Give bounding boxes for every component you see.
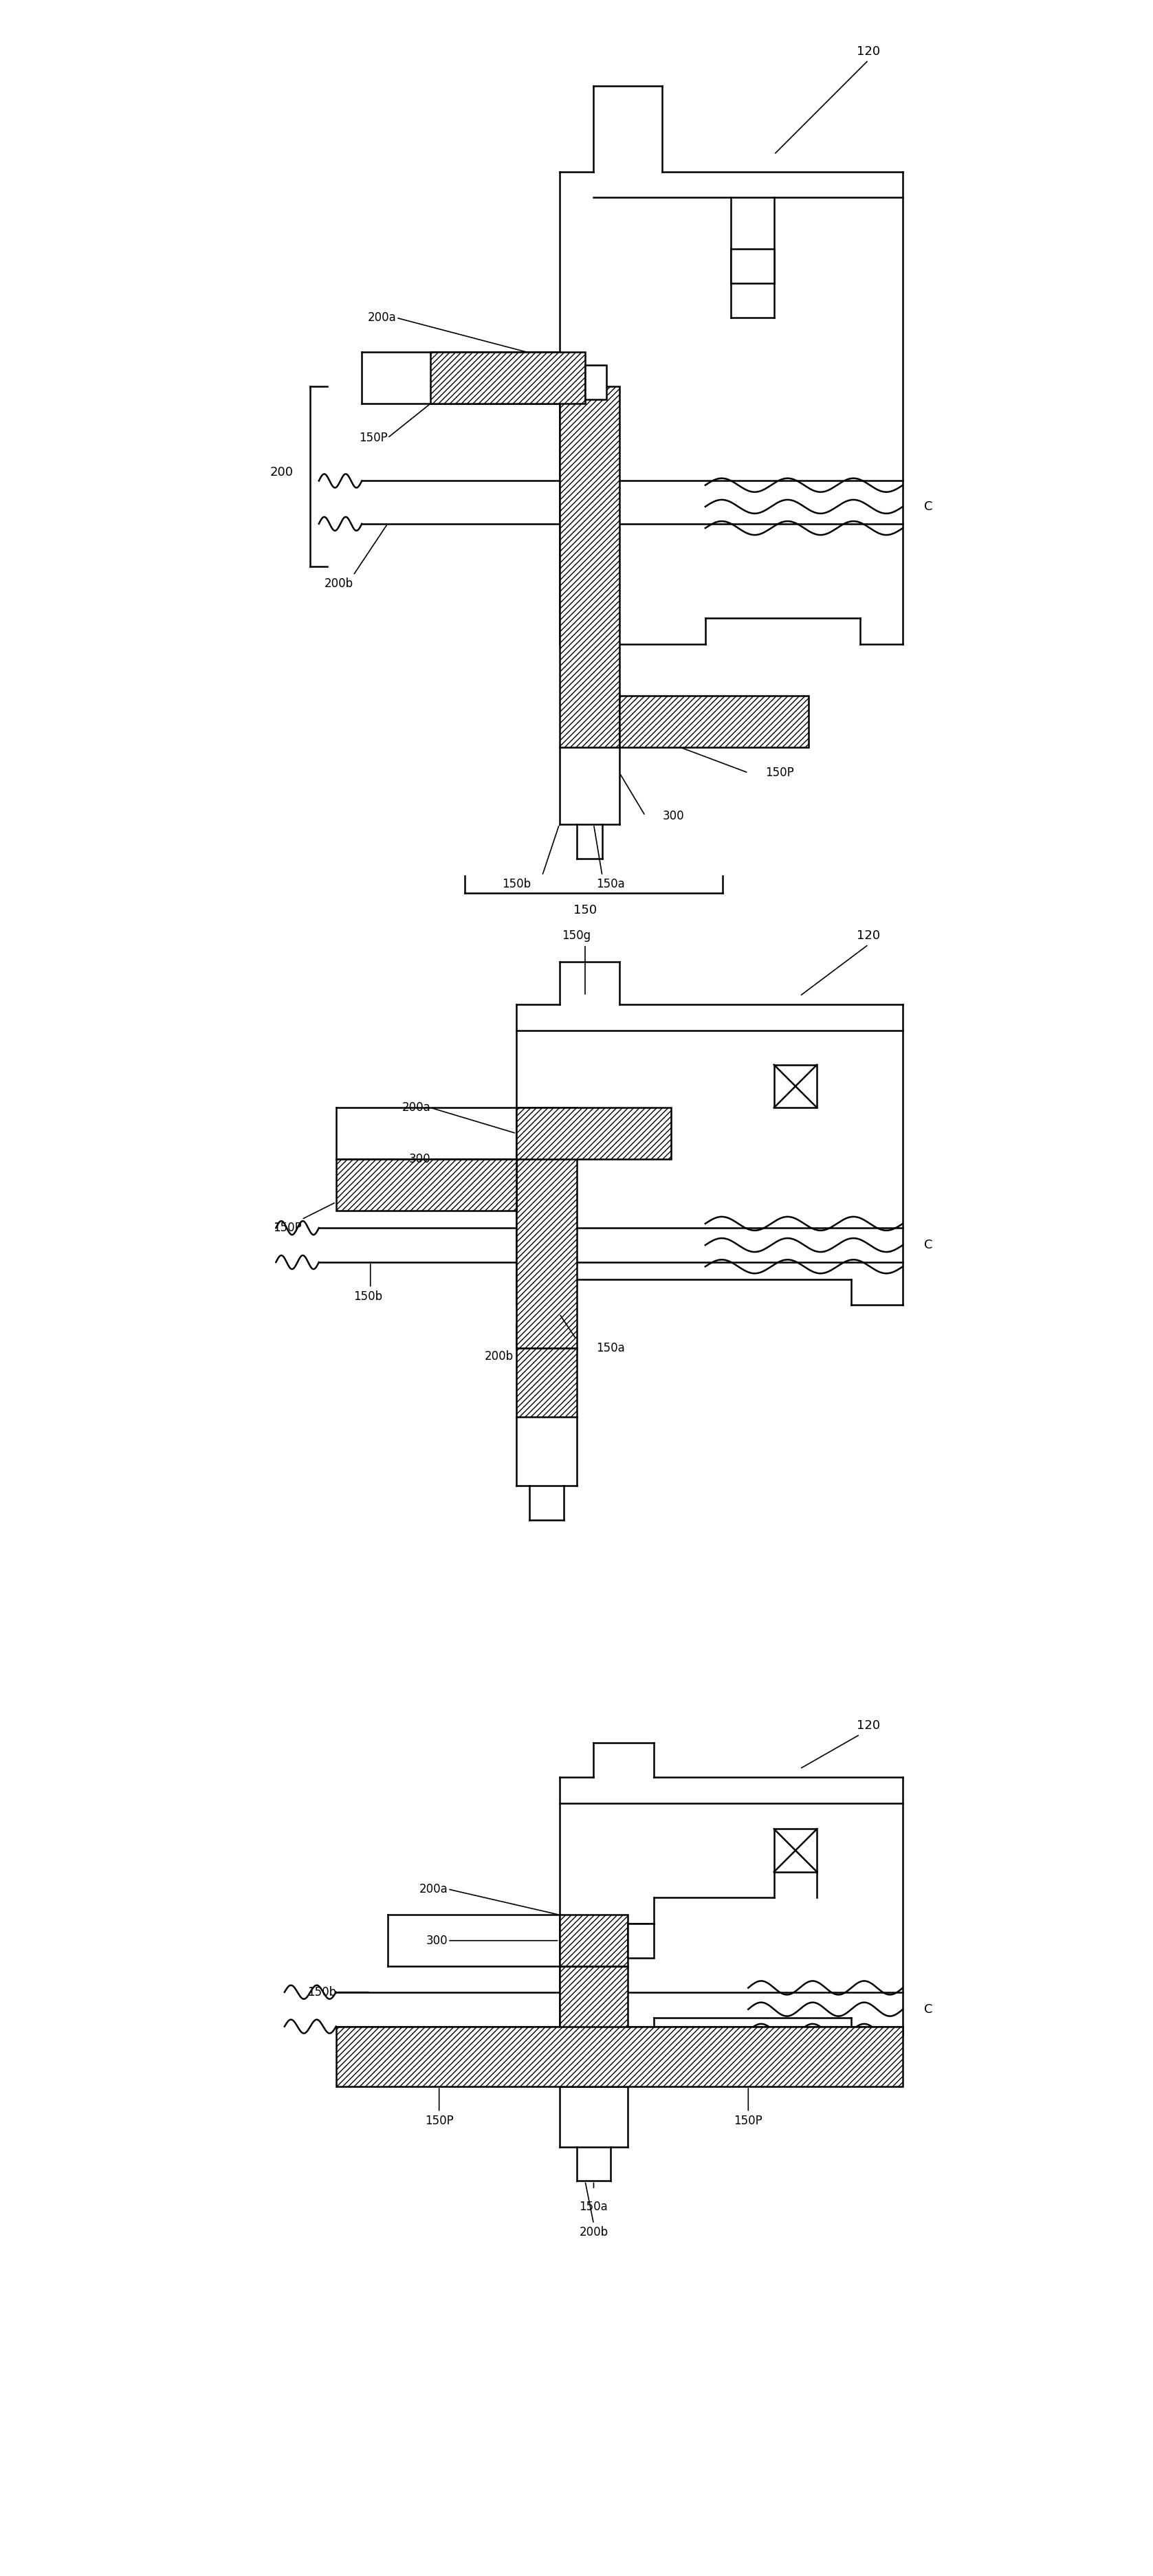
Bar [619,696,808,747]
Text: 300: 300 [662,809,684,822]
Text: 150P: 150P [766,768,794,778]
Text: 200a: 200a [419,1883,447,1896]
Text: 150b: 150b [502,878,530,891]
Bar [517,1108,576,1347]
Text: 200a: 200a [401,1103,430,1113]
Text: 300: 300 [425,1935,447,1947]
Text: 200b: 200b [579,2226,608,2239]
Bar [628,1924,654,1958]
Text: C: C [925,500,933,513]
Text: 150: 150 [573,904,597,917]
Text: 150P: 150P [734,2115,762,2128]
Text: C: C [925,2004,933,2014]
Bar [517,1108,671,1159]
Bar [731,250,774,283]
Bar [336,2027,903,2087]
Bar [336,1159,517,1211]
Text: 120: 120 [857,1721,880,1731]
Text: 150a: 150a [596,878,625,891]
Text: 150P: 150P [359,433,387,443]
Text: 200b: 200b [324,577,353,590]
Bar [559,386,619,747]
Bar [517,1347,576,1417]
Text: 120: 120 [857,46,880,57]
Text: 150b: 150b [307,1986,336,1999]
Text: 200: 200 [270,466,293,479]
Bar [774,1829,817,1873]
Text: 150P: 150P [424,2115,453,2128]
Text: C: C [925,1239,933,1252]
Bar [559,1965,628,2087]
Text: 150a: 150a [579,2200,608,2213]
Text: 150b: 150b [353,1291,382,1303]
Text: 300: 300 [409,1154,430,1164]
Text: 150a: 150a [596,1342,625,1355]
Bar [774,1064,817,1108]
Bar [585,366,606,399]
Text: 150g: 150g [562,930,591,943]
Bar [559,1914,628,1965]
Text: 200a: 200a [368,312,397,325]
Text: 150P: 150P [273,1221,302,1234]
Text: 200b: 200b [484,1350,514,1363]
Bar [430,353,585,404]
Text: 120: 120 [857,930,880,943]
